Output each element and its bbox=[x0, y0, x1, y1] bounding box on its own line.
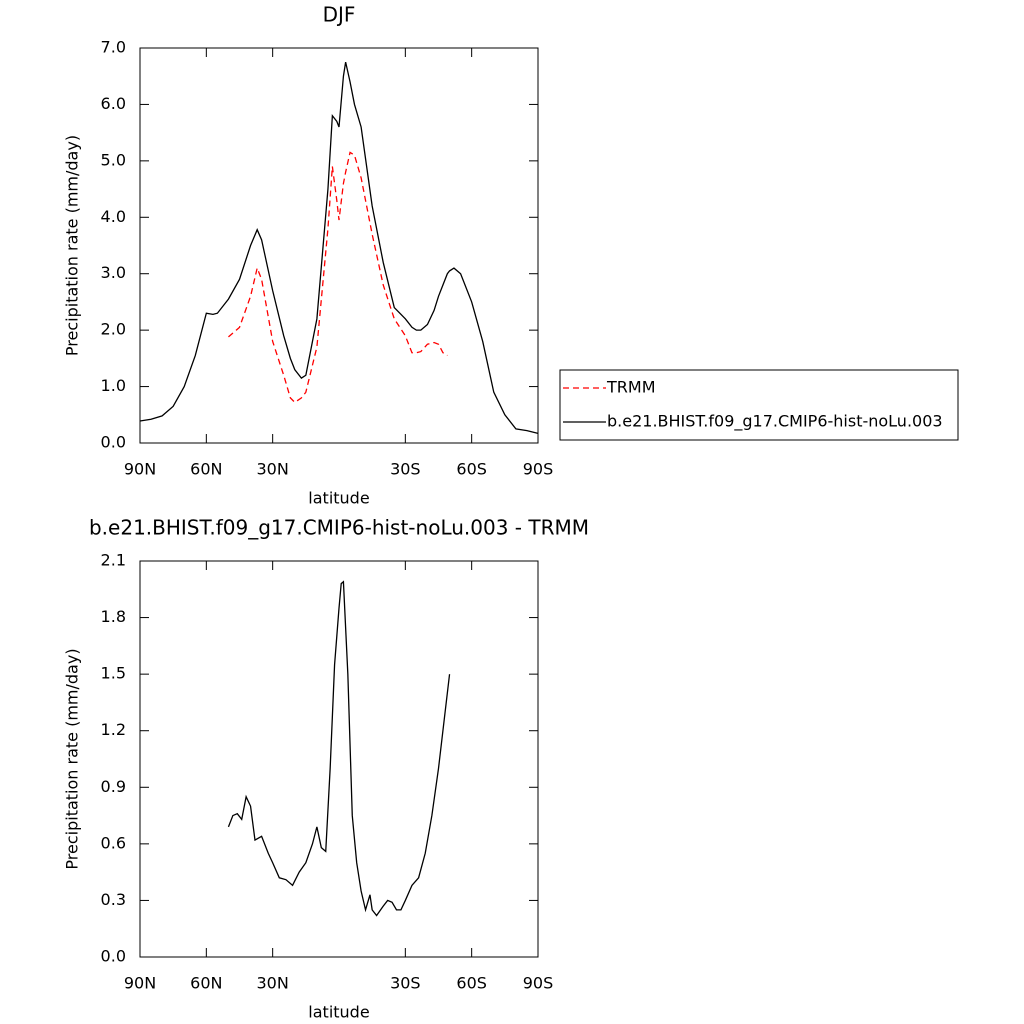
x-tick-label: 30N bbox=[257, 974, 289, 993]
x-tick-label: 90S bbox=[523, 460, 554, 479]
x-tick-label: 30S bbox=[390, 974, 421, 993]
chart-title: DJF bbox=[323, 3, 356, 27]
y-tick-label: 1.8 bbox=[101, 607, 126, 626]
y-tick-label: 0.9 bbox=[101, 777, 126, 796]
y-tick-label: 2.1 bbox=[101, 551, 126, 570]
x-tick-label: 30S bbox=[390, 460, 421, 479]
y-axis-label: Precipitation rate (mm/day) bbox=[63, 648, 82, 869]
x-axis-label: latitude bbox=[308, 1003, 369, 1022]
data-line bbox=[139, 61, 539, 435]
legend-label: TRMM bbox=[606, 378, 656, 397]
x-tick-label: 60S bbox=[456, 460, 487, 479]
chart-title: b.e21.BHIST.f09_g17.CMIP6-hist-noLu.003 … bbox=[89, 516, 589, 540]
y-tick-label: 7.0 bbox=[101, 38, 126, 57]
x-tick-label: 60N bbox=[190, 974, 222, 993]
y-axis-label: Precipitation rate (mm/day) bbox=[63, 135, 82, 356]
x-tick-label: 90S bbox=[523, 974, 554, 993]
y-tick-label: 0.3 bbox=[101, 890, 126, 909]
y-tick-label: 0.6 bbox=[101, 833, 126, 852]
y-tick-label: 0.0 bbox=[101, 433, 126, 452]
y-tick-label: 1.5 bbox=[101, 664, 126, 683]
y-tick-label: 5.0 bbox=[101, 150, 126, 169]
y-tick-label: 6.0 bbox=[101, 94, 126, 113]
data-line bbox=[227, 580, 451, 917]
plot-frame bbox=[139, 560, 539, 958]
y-tick-label: 4.0 bbox=[101, 207, 126, 226]
x-tick-label: 30N bbox=[257, 460, 289, 479]
legend-label: b.e21.BHIST.f09_g17.CMIP6-hist-noLu.003 bbox=[607, 412, 943, 432]
x-tick-label: 90N bbox=[124, 460, 156, 479]
x-tick-label: 60S bbox=[456, 974, 487, 993]
y-tick-label: 3.0 bbox=[101, 263, 126, 282]
y-tick-label: 0.0 bbox=[101, 947, 126, 966]
x-tick-label: 90N bbox=[124, 974, 156, 993]
data-line bbox=[228, 151, 448, 404]
legend-box bbox=[559, 369, 959, 441]
y-tick-label: 1.2 bbox=[101, 720, 126, 739]
y-tick-label: 1.0 bbox=[101, 376, 126, 395]
plot-frame bbox=[139, 47, 539, 444]
x-tick-label: 60N bbox=[190, 460, 222, 479]
y-tick-label: 2.0 bbox=[101, 320, 126, 339]
x-axis-label: latitude bbox=[308, 489, 369, 508]
